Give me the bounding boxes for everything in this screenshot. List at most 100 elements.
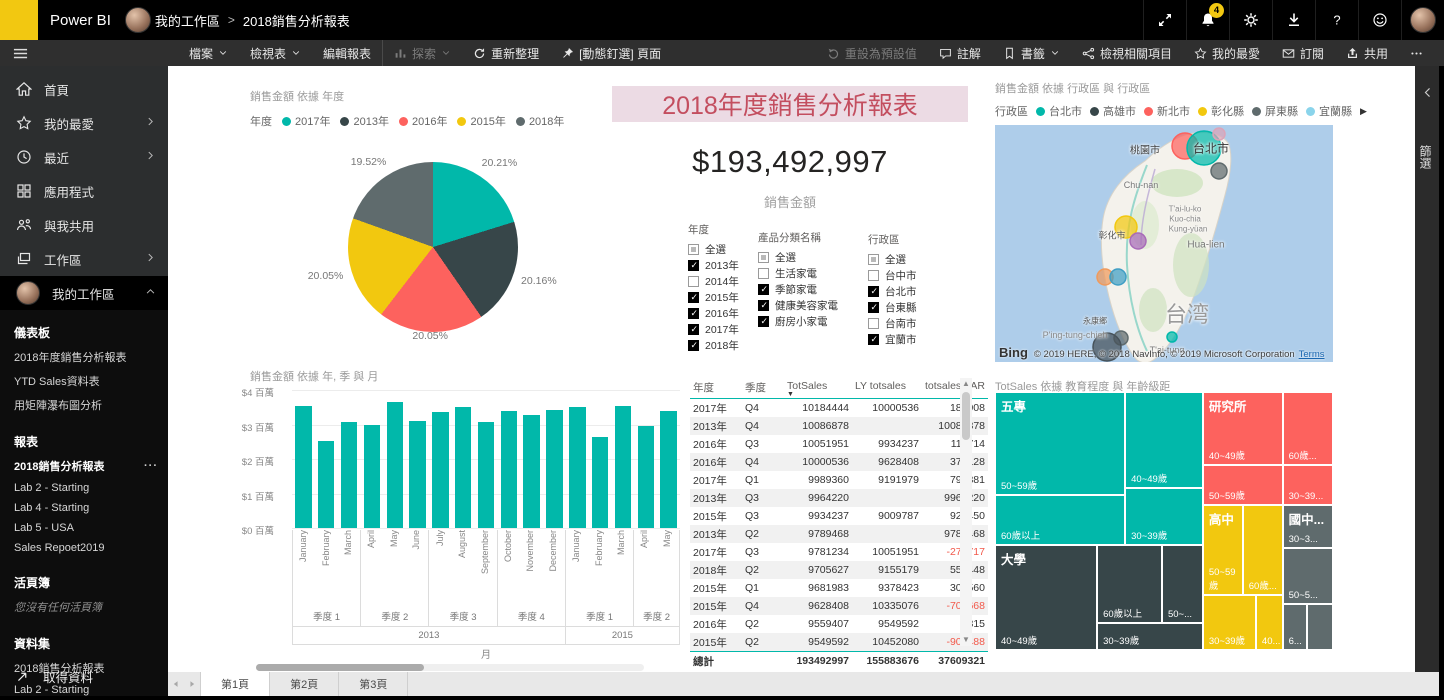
bar[interactable] bbox=[409, 421, 426, 528]
map-bubble[interactable] bbox=[1129, 232, 1147, 250]
sidebar-list-item[interactable]: YTD Sales資料表 bbox=[0, 369, 168, 393]
table-row[interactable]: 2016年 Q2 9559407 9549592 9815 bbox=[690, 615, 988, 633]
checkbox-checked-icon[interactable] bbox=[868, 349, 879, 350]
expand-filters-icon[interactable] bbox=[1415, 86, 1439, 99]
menu-item-edit-report[interactable]: 編輯報表 bbox=[312, 40, 382, 66]
map-legend-item[interactable]: 宜蘭縣 bbox=[1306, 103, 1352, 119]
sidebar-list-item[interactable]: Lab 2 - Starting bbox=[0, 680, 168, 700]
bar[interactable] bbox=[477, 422, 495, 528]
slicer-option[interactable]: 台南市 bbox=[868, 315, 980, 331]
checkbox-unchecked-icon[interactable] bbox=[868, 269, 879, 281]
slicer-option[interactable]: 生活家電 bbox=[758, 265, 870, 281]
legend-item[interactable]: 2018年 bbox=[515, 113, 564, 129]
treemap-tile[interactable]: 50~59歲 bbox=[1202, 465, 1283, 505]
slicer-option[interactable]: 2014年 bbox=[688, 273, 760, 289]
menu-item-comment[interactable]: 註解 bbox=[928, 40, 992, 66]
treemap-tile[interactable]: 國中... 30~3... bbox=[1282, 505, 1333, 549]
sidebar-item-recent[interactable]: 最近 bbox=[0, 140, 168, 174]
bar-chart-scroll-thumb[interactable] bbox=[256, 664, 424, 671]
bar[interactable] bbox=[432, 411, 449, 528]
sidebar-list-item[interactable]: 2018銷售分析報表 ··· bbox=[0, 454, 168, 478]
column-header-3[interactable]: TotSales ▼ bbox=[784, 378, 852, 399]
checkbox-checked-icon[interactable] bbox=[868, 301, 879, 313]
bar[interactable] bbox=[340, 422, 358, 528]
checkbox-unchecked-icon[interactable] bbox=[868, 317, 879, 329]
table-scroll-down-icon[interactable]: ▼ bbox=[962, 635, 970, 644]
taiwan-map[interactable]: 桃園市 台北市 Chu-nan T'ai-lu-ko Kuo-chia Kung-yüan… bbox=[995, 125, 1333, 362]
treemap-tile[interactable]: 60歲以上 bbox=[995, 495, 1126, 545]
bar[interactable] bbox=[591, 437, 609, 528]
treemap-tile[interactable]: 30~39... bbox=[1282, 465, 1333, 505]
treemap-tile[interactable]: 五專 50~59歲 bbox=[995, 392, 1126, 496]
map-bubble[interactable] bbox=[1109, 268, 1127, 286]
download-icon[interactable] bbox=[1272, 0, 1315, 40]
checkbox-checked-icon[interactable] bbox=[868, 285, 879, 297]
slicer-option[interactable]: 廚房小家電 bbox=[758, 313, 870, 329]
treemap-tile[interactable]: 50~... bbox=[1161, 544, 1203, 623]
checkbox-checked-icon[interactable] bbox=[688, 291, 699, 303]
bar[interactable] bbox=[363, 424, 381, 528]
bar[interactable] bbox=[660, 411, 677, 528]
breadcrumb-workspace[interactable]: 我的工作區 bbox=[154, 13, 220, 29]
page-tab-1[interactable]: 第1頁 bbox=[200, 672, 271, 696]
bar[interactable] bbox=[569, 406, 586, 528]
bar[interactable] bbox=[637, 425, 655, 528]
checkbox-checked-icon[interactable] bbox=[758, 315, 769, 327]
table-scrollbar[interactable]: ▲ ▼ bbox=[960, 378, 972, 646]
treemap-tile[interactable]: 30~39歲 bbox=[1097, 622, 1203, 650]
get-data-button[interactable]: 取得資料 bbox=[0, 659, 168, 694]
treemap-tile[interactable]: 60歲以上 bbox=[1097, 544, 1162, 623]
slicer-option[interactable]: 台東縣 bbox=[868, 299, 980, 315]
pie-chart[interactable] bbox=[348, 162, 518, 332]
table-row[interactable]: 2016年 Q3 10051951 9934237117714 bbox=[690, 435, 988, 453]
bar[interactable] bbox=[455, 407, 472, 528]
hamburger-menu-icon[interactable] bbox=[0, 46, 40, 61]
menu-item-view[interactable]: 檢視表 bbox=[239, 40, 312, 66]
slicer-option[interactable]: 健康美容家電 bbox=[758, 297, 870, 313]
table-row[interactable]: 2015年 Q3 9934237 9009787924450 bbox=[690, 507, 988, 525]
checkbox-checked-icon[interactable] bbox=[758, 283, 769, 295]
map-bubble[interactable] bbox=[1210, 162, 1228, 180]
bar[interactable] bbox=[546, 410, 563, 528]
settings-gear-icon[interactable] bbox=[1229, 0, 1272, 40]
workspace-avatar[interactable] bbox=[124, 7, 151, 33]
checkbox-checked-icon[interactable] bbox=[758, 299, 769, 311]
treemap-tile[interactable]: 40... bbox=[1255, 595, 1283, 650]
treemap-tile[interactable]: 40~49歲 bbox=[1125, 392, 1203, 488]
menu-item-refresh[interactable]: 重新整理 bbox=[462, 40, 550, 66]
slicer-option[interactable]: 全選 bbox=[758, 249, 870, 265]
sidebar-list-item[interactable]: Lab 5 - USA bbox=[0, 518, 168, 538]
slicer-option[interactable]: 全選 bbox=[688, 241, 760, 257]
tab-next-icon[interactable] bbox=[184, 672, 200, 696]
page-tab-3[interactable]: 第3頁 bbox=[339, 672, 409, 696]
sidebar-item-home[interactable]: 首頁 bbox=[0, 72, 168, 106]
terms-link[interactable]: Terms bbox=[1298, 349, 1325, 360]
table-row[interactable]: 2013年 Q4 10086878 10086878 bbox=[690, 417, 988, 435]
legend-item[interactable]: 2013年 bbox=[340, 113, 389, 129]
checkbox-checked-icon[interactable] bbox=[688, 307, 699, 319]
bar[interactable] bbox=[386, 401, 403, 528]
slicer-option[interactable]: 台中市 bbox=[868, 267, 980, 283]
account-avatar[interactable] bbox=[1401, 0, 1444, 40]
sidebar-list-item[interactable]: 2018銷售分析報表 bbox=[0, 656, 168, 680]
checkbox-checked-icon[interactable] bbox=[688, 259, 699, 271]
menu-item-share[interactable]: 共用 bbox=[1335, 40, 1399, 66]
app-launcher-icon[interactable] bbox=[0, 0, 38, 40]
slicer-option[interactable]: 宜蘭市 bbox=[868, 331, 980, 347]
fullscreen-icon[interactable] bbox=[1143, 0, 1186, 40]
menu-item-favorite[interactable]: 我的最愛 bbox=[1183, 40, 1271, 66]
checkbox-partial-icon[interactable] bbox=[868, 253, 879, 265]
treemap-tile[interactable]: 60歲... bbox=[1282, 392, 1333, 465]
map-legend-item[interactable]: 彰化縣 bbox=[1198, 103, 1244, 119]
map-bubble[interactable] bbox=[1166, 331, 1178, 343]
table-row[interactable]: 2017年 Q1 9989360 9191979797381 bbox=[690, 471, 988, 489]
map-legend-item[interactable]: 新北市 bbox=[1144, 103, 1190, 119]
bar[interactable] bbox=[500, 410, 518, 528]
page-tab-2[interactable]: 第2頁 bbox=[270, 672, 340, 696]
sidebar-item-favorites[interactable]: 我的最愛 bbox=[0, 106, 168, 140]
sidebar-list-item[interactable]: 用矩陣瀑布圖分析 bbox=[0, 393, 168, 417]
legend-item[interactable]: 2016年 bbox=[398, 113, 447, 129]
table-row[interactable]: 2015年 Q4 9628408 10335076-706668 bbox=[690, 597, 988, 615]
sidebar-list-item[interactable]: Sales Repoet2019 bbox=[0, 538, 168, 558]
breadcrumb-report[interactable]: 2018銷售分析報表 bbox=[242, 13, 350, 29]
